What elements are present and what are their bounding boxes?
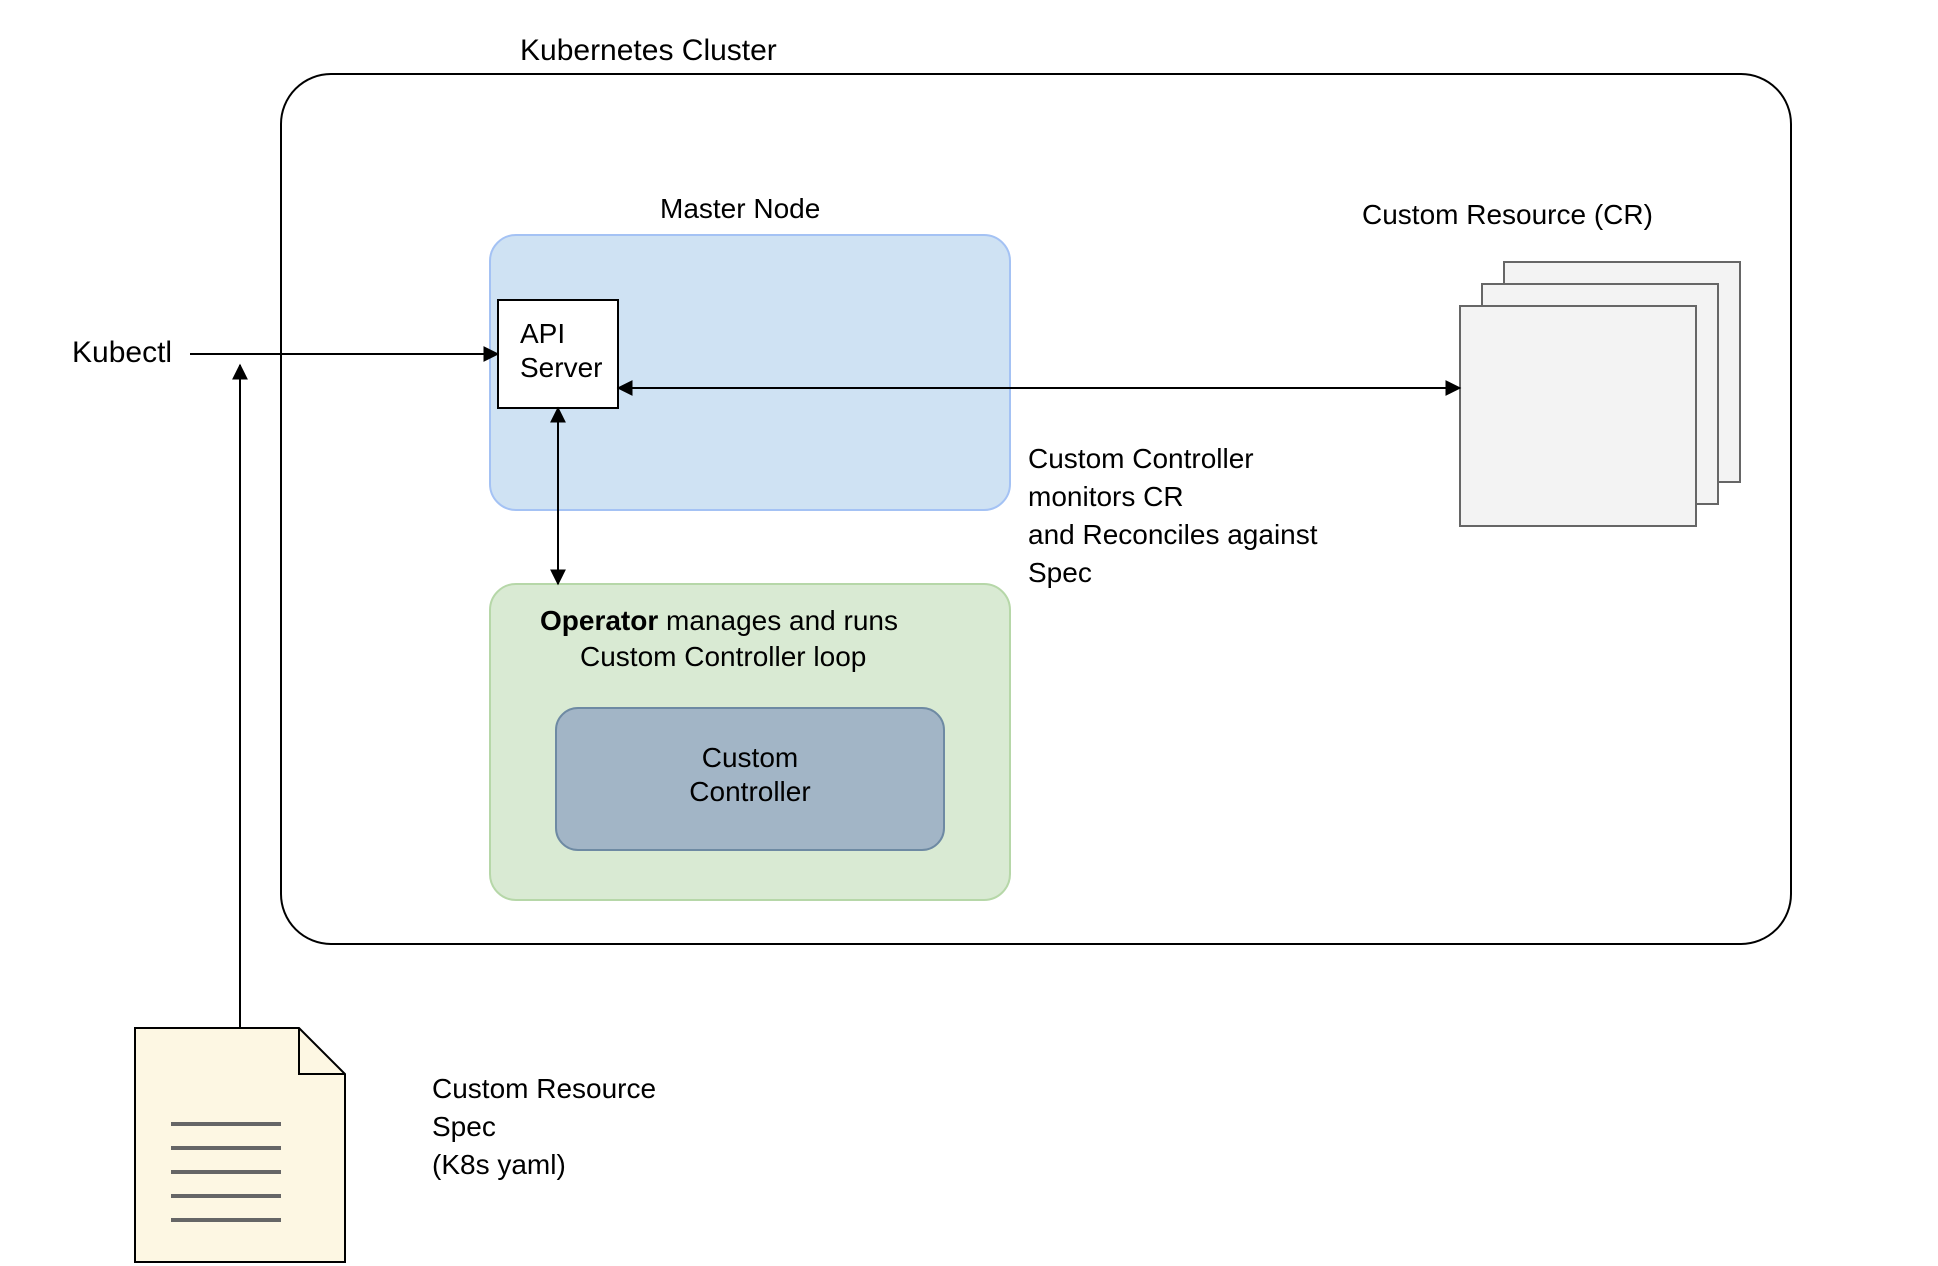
operator-label: Custom Controller loop — [580, 641, 866, 672]
monitor-text: and Reconciles against — [1028, 519, 1318, 550]
monitor-text: Custom Controller — [1028, 443, 1254, 474]
api-server-label: Server — [520, 352, 602, 383]
custom-controller-label: Custom — [702, 742, 798, 773]
operator-label: Operator manages and runs — [540, 605, 898, 636]
spec-doc-label: Spec — [432, 1111, 496, 1142]
spec-doc-icon — [135, 1028, 345, 1262]
cr-title: Custom Resource (CR) — [1362, 199, 1653, 230]
master-node-title: Master Node — [660, 193, 820, 224]
spec-doc-label: Custom Resource — [432, 1073, 656, 1104]
kubectl-label: Kubectl — [72, 336, 172, 369]
custom-controller-label: Controller — [689, 776, 810, 807]
cluster-title: Kubernetes Cluster — [520, 34, 777, 67]
spec-doc-label: (K8s yaml) — [432, 1149, 566, 1180]
cr-card — [1460, 306, 1696, 526]
monitor-text: Spec — [1028, 557, 1092, 588]
api-server-label: API — [520, 318, 565, 349]
monitor-text: monitors CR — [1028, 481, 1184, 512]
